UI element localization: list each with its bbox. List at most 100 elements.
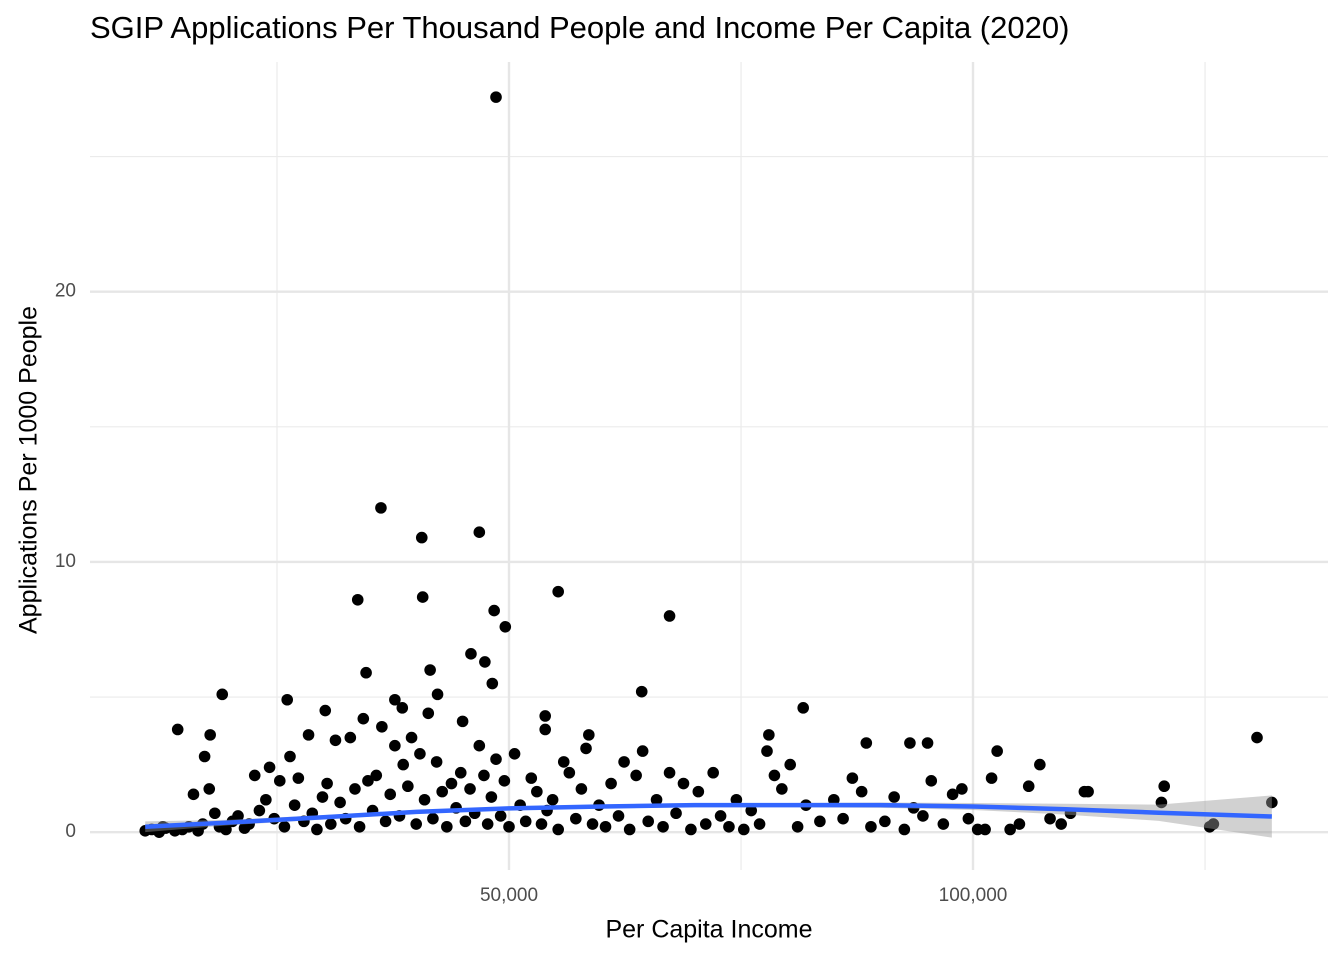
- point: [436, 785, 448, 798]
- point: [525, 772, 538, 784]
- point: [575, 783, 588, 795]
- marks: [139, 91, 1278, 838]
- point: [635, 685, 648, 698]
- point: [535, 818, 548, 830]
- point: [203, 783, 216, 795]
- point: [1022, 780, 1035, 793]
- point: [465, 648, 477, 660]
- grid: [90, 62, 1328, 870]
- point: [171, 723, 184, 736]
- point: [707, 766, 719, 779]
- point: [302, 729, 315, 741]
- point: [570, 812, 582, 825]
- point: [552, 823, 564, 836]
- point: [349, 783, 361, 795]
- point: [753, 818, 766, 830]
- point: [738, 823, 750, 836]
- point: [232, 810, 244, 822]
- point: [663, 766, 676, 779]
- chart-title: SGIP Applications Per Thousand People an…: [90, 10, 1069, 45]
- point: [642, 815, 655, 828]
- point: [685, 823, 697, 836]
- point: [879, 815, 891, 828]
- point: [962, 812, 975, 825]
- point: [539, 723, 552, 736]
- point: [1044, 812, 1056, 825]
- y-axis-title: Applications Per 1000 People: [15, 306, 43, 634]
- point: [441, 820, 453, 833]
- point: [776, 783, 788, 795]
- point: [478, 769, 490, 782]
- point: [430, 756, 443, 768]
- point: [288, 799, 301, 811]
- point: [389, 739, 401, 752]
- point: [580, 742, 592, 755]
- point: [473, 739, 486, 752]
- point: [370, 769, 383, 782]
- point: [284, 750, 296, 763]
- point: [846, 772, 859, 784]
- point: [605, 777, 617, 790]
- point: [316, 791, 329, 803]
- point: [837, 812, 849, 825]
- x-tick-label: 100,000: [939, 885, 1008, 906]
- point: [531, 785, 543, 798]
- point: [292, 772, 305, 784]
- point: [971, 823, 984, 836]
- point: [459, 815, 472, 828]
- point: [1078, 785, 1091, 798]
- point: [376, 720, 388, 733]
- point: [937, 818, 950, 830]
- point: [422, 707, 435, 720]
- point: [714, 810, 727, 822]
- point: [402, 780, 414, 793]
- point: [797, 702, 809, 714]
- point: [473, 526, 486, 539]
- point: [454, 766, 467, 779]
- point: [768, 769, 781, 782]
- point: [583, 729, 595, 741]
- point: [612, 810, 625, 822]
- point: [791, 820, 804, 833]
- point: [329, 734, 342, 747]
- point: [650, 793, 663, 806]
- point: [730, 793, 743, 806]
- point: [344, 731, 357, 744]
- point: [281, 693, 294, 706]
- point: [563, 766, 576, 779]
- point: [464, 783, 476, 795]
- point: [204, 729, 216, 741]
- point: [379, 815, 392, 828]
- point: [260, 793, 272, 806]
- point: [630, 769, 642, 782]
- point: [263, 761, 276, 774]
- point: [546, 793, 559, 806]
- point: [334, 796, 346, 809]
- point: [319, 704, 332, 717]
- point: [925, 775, 938, 787]
- point: [481, 818, 494, 830]
- point: [1055, 818, 1067, 830]
- point: [618, 756, 630, 768]
- point: [220, 823, 232, 836]
- point: [418, 793, 431, 806]
- point: [1034, 758, 1046, 771]
- point: [445, 777, 458, 790]
- point: [494, 810, 507, 822]
- point: [499, 620, 512, 633]
- point: [636, 745, 649, 757]
- point: [198, 750, 211, 763]
- point: [921, 737, 934, 749]
- point: [677, 777, 690, 790]
- point: [486, 677, 499, 690]
- point: [557, 756, 570, 768]
- point: [209, 807, 221, 820]
- point: [904, 737, 916, 749]
- y-tick-label: 20: [55, 281, 76, 302]
- point: [396, 702, 409, 714]
- point: [692, 785, 705, 798]
- point: [357, 712, 370, 725]
- point: [1158, 780, 1171, 793]
- point: [490, 753, 502, 766]
